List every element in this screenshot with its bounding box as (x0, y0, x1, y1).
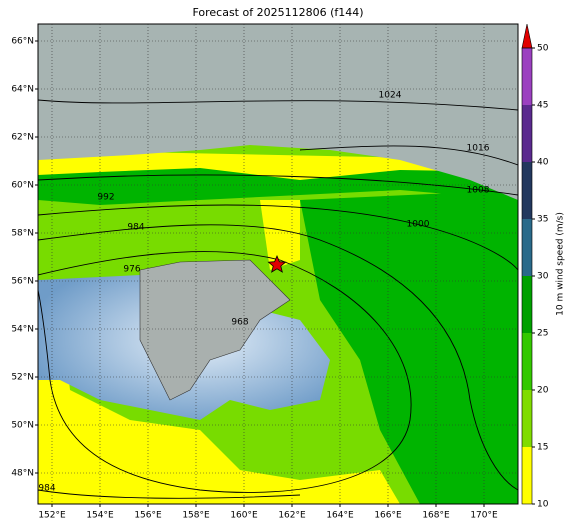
colorbar-label: 10 m wind speed (m/s) (556, 212, 566, 316)
lon-tick-label: 158°E (182, 511, 210, 521)
contour-label: 976 (123, 265, 140, 275)
lat-tick-label: 66°N (11, 37, 34, 47)
field-strong (300, 190, 518, 504)
contour-label: 984 (38, 484, 55, 494)
contour-label: 984 (127, 223, 144, 233)
colorbar-tick-label: 35 (537, 215, 548, 225)
colorbar-extend (521, 23, 533, 49)
land-terrain (38, 24, 518, 200)
lon-tick-label: 170°E (470, 511, 498, 521)
field-weak (260, 200, 300, 270)
colorbar-tick-label: 15 (537, 443, 548, 453)
contour-label: 992 (97, 193, 114, 203)
map-frame (37, 23, 519, 505)
colorbar-segment (522, 219, 532, 276)
lat-tick-label: 48°N (11, 469, 34, 479)
lat-tick-label: 56°N (11, 277, 34, 287)
lat-tick-label: 54°N (11, 325, 34, 335)
lon-tick-label: 162°E (278, 511, 306, 521)
map-field: 1024 1016 1008 1000 992 984 976 968 984 (38, 24, 518, 504)
contour-label: 1016 (467, 144, 490, 154)
lat-tick-label: 58°N (11, 229, 34, 239)
land-kamchatka (139, 259, 291, 401)
colorbar-segment (522, 162, 532, 219)
colorbar-tick-label: 10 (537, 500, 549, 510)
lat-tick-label: 60°N (11, 181, 34, 191)
lon-tick-label: 156°E (134, 511, 162, 521)
contour-label: 1008 (467, 186, 490, 196)
map-title: Forecast of 2025112806 (f144) (192, 6, 363, 19)
contour-label: 1024 (379, 91, 402, 101)
contour-label: 1000 (407, 220, 430, 230)
lat-tick-label: 64°N (11, 85, 34, 95)
field-weak (38, 300, 400, 504)
isobars (38, 99, 518, 499)
lon-tick-label: 168°E (422, 511, 450, 521)
colorbar-segment (522, 105, 532, 162)
lon-tick-label: 152°E (38, 511, 66, 521)
colorbar-tick-label: 25 (537, 329, 548, 339)
colorbar-segment (522, 333, 532, 390)
colorbar-tick-label: 40 (537, 158, 549, 168)
colorbar-tick-label: 50 (537, 44, 549, 54)
colorbar-tick-label: 30 (537, 272, 549, 282)
lat-tick-label: 62°N (11, 133, 34, 143)
colorbar-segment (522, 276, 532, 333)
colorbar-segment (522, 48, 532, 105)
colorbar-tick-label: 20 (537, 386, 549, 396)
lon-tick-label: 160°E (230, 511, 258, 521)
lon-tick-label: 164°E (326, 511, 354, 521)
lat-tick-label: 52°N (11, 373, 34, 383)
contour-label: 968 (231, 318, 248, 328)
location-star (267, 254, 287, 273)
colorbar-segment (522, 447, 532, 504)
lat-tick-label: 50°N (11, 421, 34, 431)
lon-tick-label: 166°E (374, 511, 402, 521)
colorbar-tick-label: 45 (537, 101, 548, 111)
colorbar-segment (522, 390, 532, 447)
lon-tick-label: 154°E (86, 511, 114, 521)
